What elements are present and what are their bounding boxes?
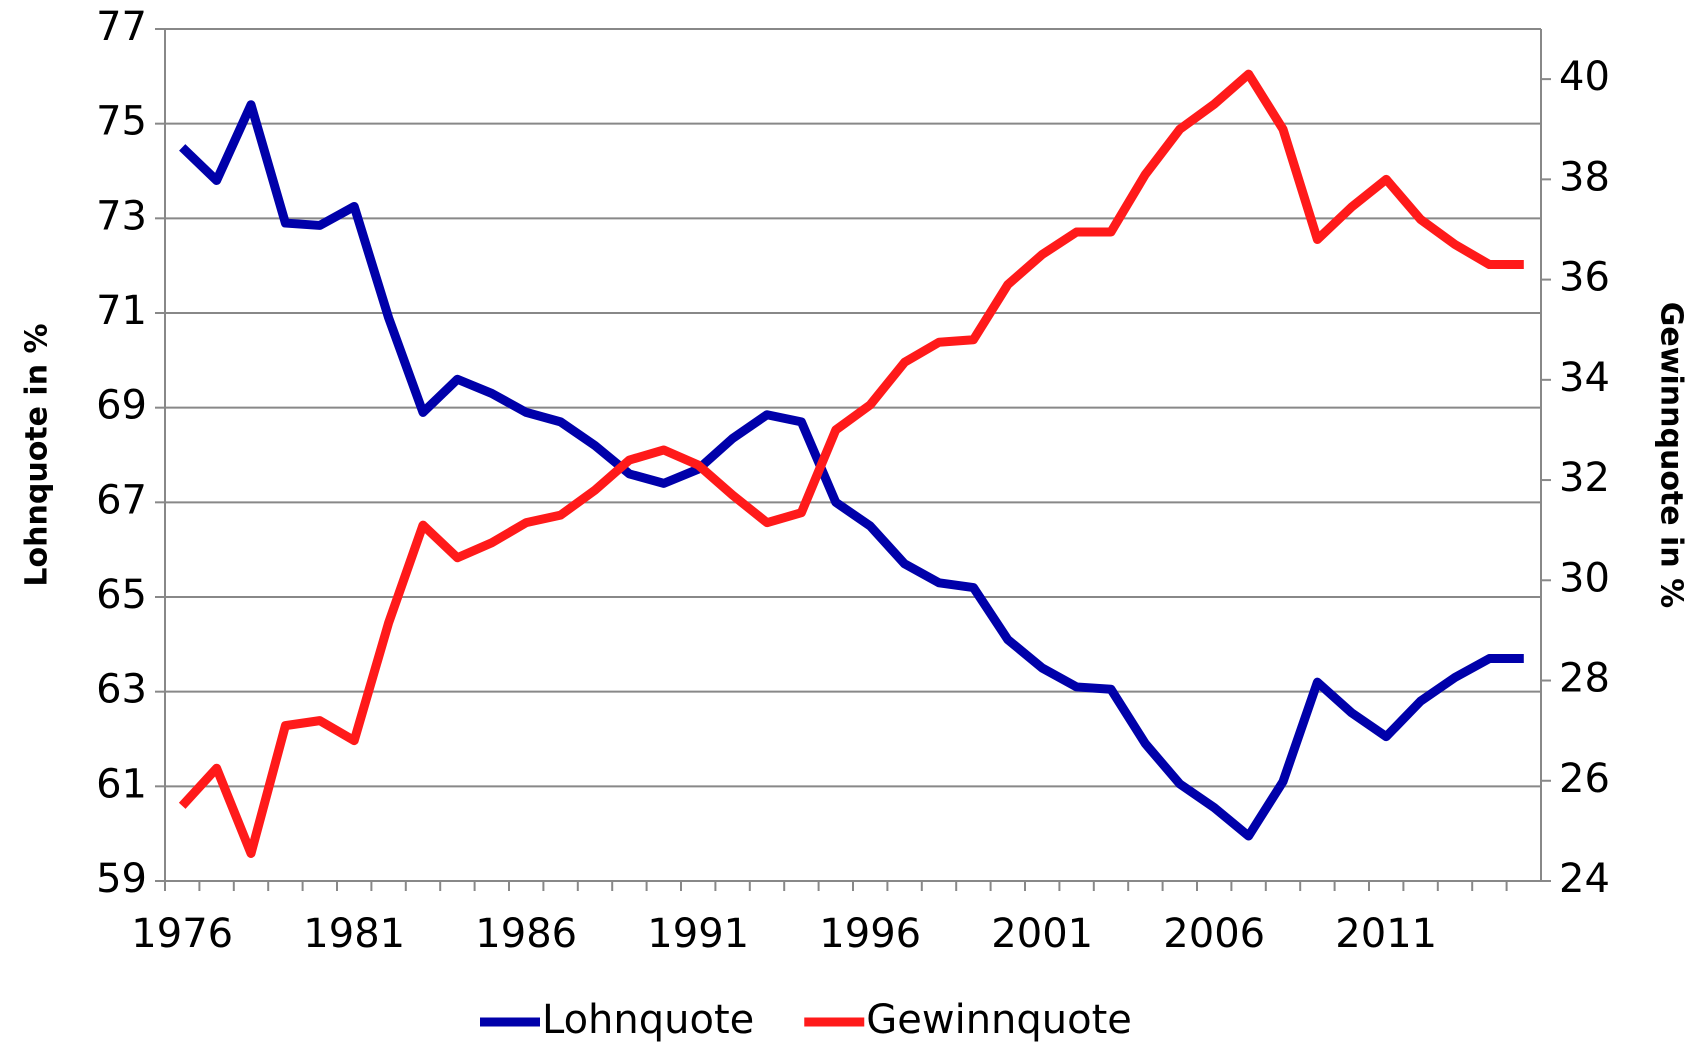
y-tick-label: 73 [96,193,147,239]
legend-label: Gewinnquote [866,997,1132,1043]
y2-tick-label: 38 [1559,154,1610,200]
x-tick-label: 2001 [991,911,1093,957]
y-axis-label: Lohnquote in % [20,323,55,586]
legend-label: Lohnquote [542,997,754,1043]
y-tick-label: 65 [96,572,147,618]
y-tick-label: 77 [96,4,147,50]
y-tick-label: 59 [96,856,147,902]
y-tick-label: 63 [96,667,147,713]
x-tick-label: 1981 [303,911,405,957]
line-series [178,69,1524,858]
line-series [179,100,1524,841]
y-tick-label: 67 [96,477,147,523]
x-tick-label: 2006 [1163,911,1265,957]
y2-tick-label: 32 [1559,455,1610,501]
x-tick-label: 1996 [819,911,921,957]
y2-tick-label: 24 [1559,856,1610,902]
y2-tick-label: 26 [1559,756,1610,802]
x-tick-label: 1976 [131,911,233,957]
y2-tick-label: 36 [1559,255,1610,301]
y2-tick-label: 28 [1559,656,1610,702]
y2-axis-label: Gewinnquote in % [1654,302,1689,608]
y-tick-label: 71 [96,288,147,334]
y2-tick-label: 30 [1559,555,1610,601]
y-tick-label: 75 [96,99,147,145]
y-tick-label: 69 [96,383,147,429]
x-tick-label: 2011 [1335,911,1437,957]
x-tick-label: 1986 [475,911,577,957]
y2-tick-label: 34 [1559,355,1610,401]
y-tick-label: 61 [96,761,147,807]
y2-tick-label: 40 [1559,54,1610,100]
x-tick-label: 1991 [647,911,749,957]
